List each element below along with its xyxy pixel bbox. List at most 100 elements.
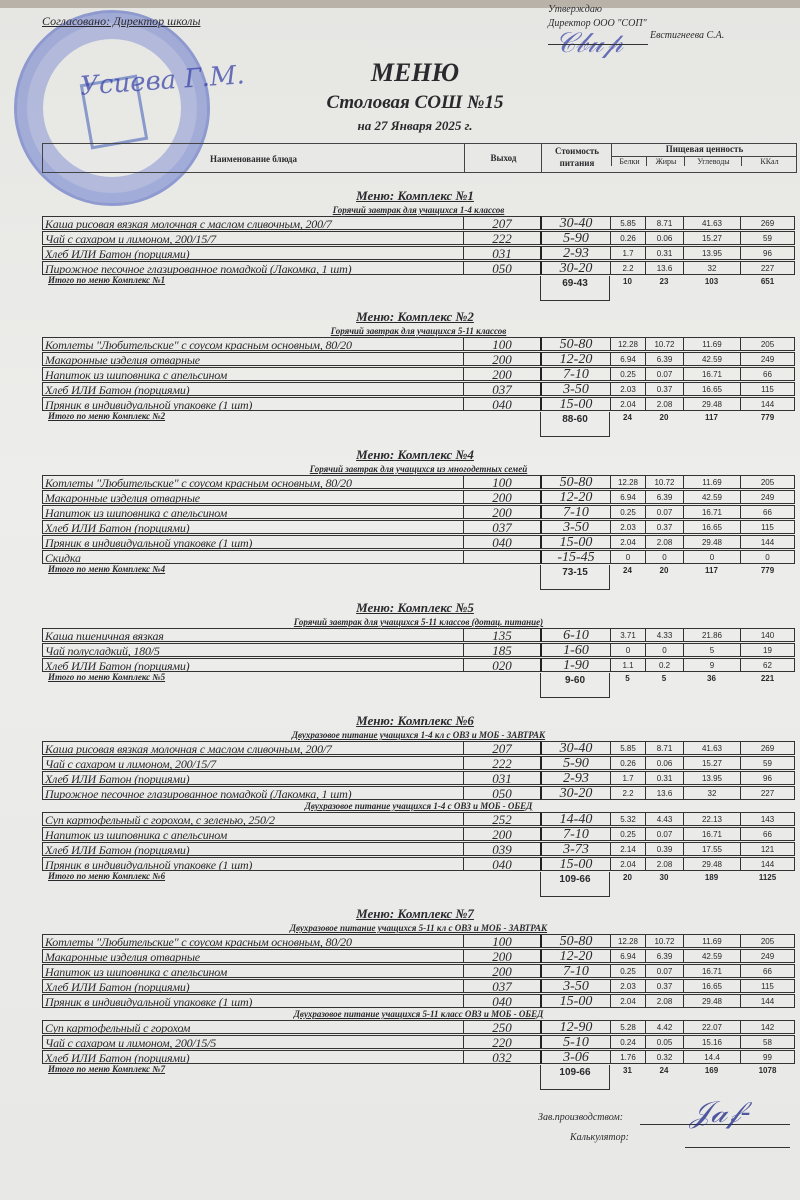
dish-kcal: 99 xyxy=(740,1050,795,1064)
total-fats: 5 xyxy=(661,674,667,683)
dish-yield: 031 xyxy=(463,246,540,261)
table-row: Скидка -15-45 0 0 0 0 xyxy=(42,550,795,565)
dish-proteins: 1.7 xyxy=(610,771,645,785)
dish-carbs: 42.59 xyxy=(683,352,740,366)
dish-name: Пирожное песочное глазированное помадкой… xyxy=(42,261,463,275)
group-title: Двухразовое питание учащихся 5-11 кл с О… xyxy=(289,923,548,933)
dish-carbs: 11.69 xyxy=(683,934,740,948)
total-cost: 9-60 xyxy=(540,673,610,698)
dish-kcal: 115 xyxy=(740,979,795,993)
total-carbs: 36 xyxy=(707,674,716,683)
dish-kcal: 144 xyxy=(740,857,795,871)
dish-proteins: 1.7 xyxy=(610,246,645,260)
total-carbs: 103 xyxy=(704,277,719,286)
dish-carbs: 29.48 xyxy=(683,994,740,1008)
total-proteins: 31 xyxy=(623,1066,632,1075)
dish-carbs: 29.48 xyxy=(683,857,740,871)
dish-kcal: 144 xyxy=(740,994,795,1008)
table-row: Чай полусладкий, 180/5 185 1-60 0 0 5 19 xyxy=(42,643,795,658)
dish-name: Хлеб ИЛИ Батон (порциями) xyxy=(42,842,463,856)
total-kcal: 1078 xyxy=(758,1066,777,1075)
dish-yield: 222 xyxy=(463,231,540,246)
dish-name: Пирожное песочное глазированное помадкой… xyxy=(42,786,463,800)
dish-carbs: 17.55 xyxy=(683,842,740,856)
total-label: Итого по меню Комплекс №7 xyxy=(48,1064,166,1074)
dish-fats: 0.31 xyxy=(645,246,683,260)
dish-yield: 100 xyxy=(463,475,540,490)
group-title: Двухразовое питание учащихся 1-4 с ОВЗ и… xyxy=(304,801,533,811)
production-head-label: Зав.производством: xyxy=(538,1112,624,1123)
dish-proteins: 5.85 xyxy=(610,216,645,230)
table-row: Макаронные изделия отварные 200 12-20 6.94 6… xyxy=(42,352,795,367)
table-row: Напиток из шиповника с апельсином 200 7-10… xyxy=(42,505,795,520)
dish-name: Каша пшеничная вязкая xyxy=(42,628,463,642)
total-proteins: 24 xyxy=(623,413,632,422)
dish-yield: 037 xyxy=(463,979,540,994)
agreed-by-label: Согласовано: Директор школы xyxy=(42,14,201,28)
dish-carbs: 32 xyxy=(683,786,740,800)
dish-kcal: 59 xyxy=(740,756,795,770)
col-name: Наименование блюда xyxy=(210,154,297,164)
dish-fats: 0.37 xyxy=(645,979,683,993)
dish-carbs: 29.48 xyxy=(683,535,740,549)
dish-proteins: 0 xyxy=(610,550,645,564)
dish-kcal: 19 xyxy=(740,643,795,657)
dish-kcal: 66 xyxy=(740,827,795,841)
section-title: Меню: Комплекс №1 xyxy=(356,188,474,203)
section-title: Меню: Комплекс №5 xyxy=(356,600,474,615)
dish-cost: 12-90 xyxy=(540,1020,610,1035)
dish-cost: 3-50 xyxy=(540,382,610,397)
total-proteins: 5 xyxy=(625,674,630,683)
dish-fats: 2.08 xyxy=(645,857,683,871)
dish-name: Хлеб ИЛИ Батон (порциями) xyxy=(42,771,463,785)
dish-proteins: 2.2 xyxy=(610,786,645,800)
dish-carbs: 16.65 xyxy=(683,979,740,993)
dish-kcal: 66 xyxy=(740,505,795,519)
dish-cost: 12-20 xyxy=(540,352,610,367)
dish-fats: 0.07 xyxy=(645,964,683,978)
dish-name: Напиток из шиповника с апельсином xyxy=(42,827,463,841)
table-row: Пряник в индивидуальной упаковке (1 шт) 0… xyxy=(42,994,795,1009)
dish-name: Чай с сахаром и лимоном, 200/15/7 xyxy=(42,756,463,770)
dish-carbs: 22.13 xyxy=(683,812,740,826)
dish-cost: 3-50 xyxy=(540,979,610,994)
dish-fats: 0.37 xyxy=(645,520,683,534)
table-row: Напиток из шиповника с апельсином 200 7-10… xyxy=(42,827,795,842)
dish-proteins: 0.25 xyxy=(610,964,645,978)
dish-cost: 30-40 xyxy=(540,741,610,756)
table-row: Котлеты "Любительские" с соусом красным … xyxy=(42,337,795,352)
dish-carbs: 11.69 xyxy=(683,475,740,489)
dish-carbs: 11.69 xyxy=(683,337,740,351)
dish-proteins: 2.03 xyxy=(610,979,645,993)
dish-cost: 50-80 xyxy=(540,934,610,949)
dish-cost: 15-00 xyxy=(540,397,610,412)
total-fats: 23 xyxy=(659,277,669,286)
dish-kcal: 59 xyxy=(740,231,795,245)
dish-kcal: 227 xyxy=(740,261,795,275)
dish-cost: 15-00 xyxy=(540,535,610,550)
dish-name: Чай с сахаром и лимоном, 200/15/7 xyxy=(42,231,463,245)
dish-fats: 10.72 xyxy=(645,337,683,351)
dish-fats: 2.08 xyxy=(645,535,683,549)
dish-name: Хлеб ИЛИ Батон (порциями) xyxy=(42,658,463,672)
section-title: Меню: Комплекс №2 xyxy=(356,309,474,324)
dish-yield: 050 xyxy=(463,261,540,276)
dish-cost: 1-90 xyxy=(540,658,610,673)
dish-proteins: 5.32 xyxy=(610,812,645,826)
table-row: Чай с сахаром и лимоном, 200/15/7 222 5-90… xyxy=(42,231,795,246)
dish-carbs: 42.59 xyxy=(683,490,740,504)
dish-kcal: 227 xyxy=(740,786,795,800)
dish-yield: 207 xyxy=(463,216,540,231)
dish-fats: 6.39 xyxy=(645,949,683,963)
right-signature: 𝒞𝒷𝓊𝓅 xyxy=(555,26,624,59)
dish-yield: 222 xyxy=(463,756,540,771)
dish-kcal: 58 xyxy=(740,1035,795,1049)
dish-name: Напиток из шиповника с апельсином xyxy=(42,367,463,381)
dish-yield: 250 xyxy=(463,1020,540,1035)
dish-cost: 2-93 xyxy=(540,246,610,261)
dish-kcal: 140 xyxy=(740,628,795,642)
dish-proteins: 1.76 xyxy=(610,1050,645,1064)
dish-fats: 6.39 xyxy=(645,352,683,366)
total-carbs: 117 xyxy=(705,566,718,575)
